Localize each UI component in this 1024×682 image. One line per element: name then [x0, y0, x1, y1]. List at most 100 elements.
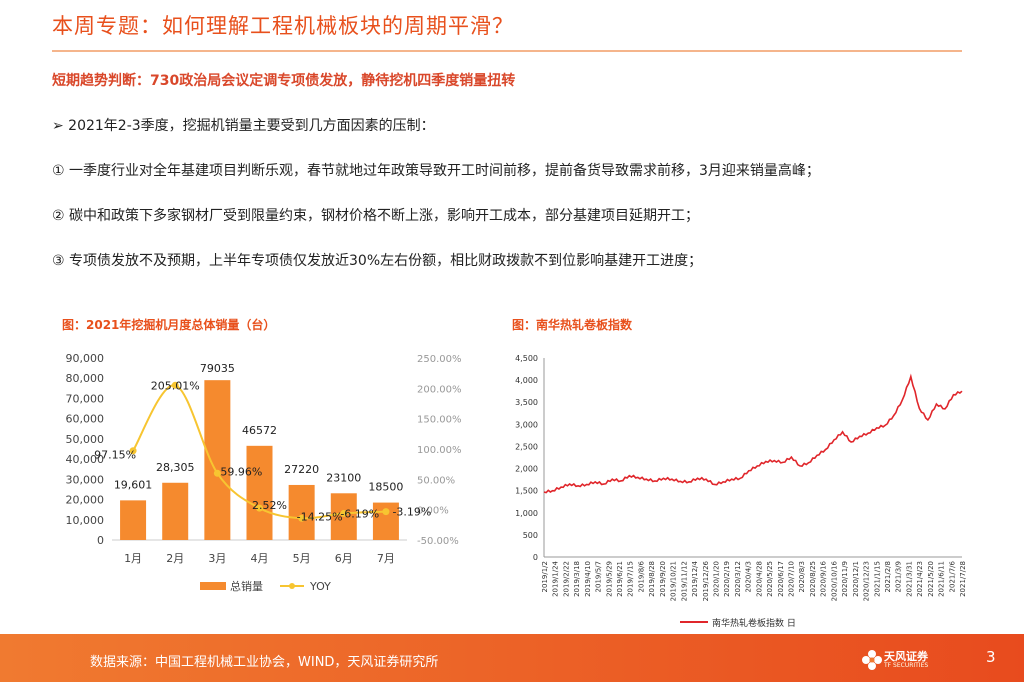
bar-2	[162, 482, 189, 540]
y-tick-label: 80,000	[66, 372, 105, 385]
x-tick-label: 2019/1/24	[552, 560, 560, 596]
y-tick-label: 70,000	[66, 392, 105, 405]
yoy-data-label: 97.15%	[94, 449, 136, 462]
y-tick-label: 0	[97, 534, 104, 547]
y-tick-label: 30,000	[66, 473, 105, 486]
data-source: 数据来源：中国工程机械工业协会，WIND，天风证券研究所	[90, 655, 439, 670]
y-tick-label: 2,500	[515, 442, 538, 451]
logo-text: 天风证券	[884, 650, 928, 663]
x-tick-label: 2019/9/20	[659, 561, 667, 597]
x-tick-label: 2021/7/6	[948, 560, 956, 592]
x-tick-label: 2019/4/10	[584, 561, 592, 597]
bar-data-label: 79035	[200, 362, 235, 375]
y-tick-label: 50,000	[66, 433, 105, 446]
footer-bar: 数据来源：中国工程机械工业协会，WIND，天风证券研究所 天风证券 TF SEC…	[0, 634, 1024, 682]
x-tick-label: 2021/3/9	[895, 561, 903, 592]
point-1: ① 一季度行业对全年基建项目判断乐观，春节就地过年政策导致开工时间前移，提前备货…	[52, 163, 820, 179]
x-tick-label: 2019/7/15	[627, 561, 635, 597]
title-divider	[52, 50, 962, 52]
bar-5	[288, 484, 315, 540]
x-tick-label: 2019/5/29	[605, 561, 613, 597]
x-tick-label: 2021/6/11	[938, 561, 946, 597]
yoy-point-2	[171, 381, 179, 389]
yoy-data-label: 59.96%	[220, 465, 262, 478]
yoy-point-7	[382, 508, 390, 516]
x-tick-label: 2021/4/23	[916, 561, 924, 597]
y-tick-label: 4,000	[515, 376, 538, 385]
x-tick-label: 2020/3/12	[734, 561, 742, 597]
yoy-point-1	[129, 447, 137, 455]
yoy-data-label: 205.01%	[151, 379, 200, 392]
x-tick-label: 2020/8/3	[798, 561, 806, 592]
yoy-point-4	[256, 504, 263, 512]
legend-line-label: 南华热轧卷板指数 日	[712, 617, 796, 629]
x-tick-label: 4月	[251, 552, 269, 565]
x-tick-label: 2019/8/6	[637, 560, 645, 592]
x-tick-label: 2020/1/20	[712, 561, 720, 597]
yoy-data-label: -14.25%	[297, 510, 343, 523]
y-tick-label: 3,000	[515, 420, 538, 429]
point-2: ② 碳中和政策下多家钢材厂受到限量约束，钢材价格不断上涨，影响开工成本，部分基建…	[52, 208, 699, 224]
company-logo: 天风证券 TF SECURITIES	[862, 646, 952, 674]
bar-data-label: 27220	[284, 463, 319, 476]
x-tick-label: 2月	[166, 552, 184, 565]
y-tick-label: 1,500	[515, 487, 538, 496]
x-tick-label: 2020/4/28	[755, 561, 763, 597]
y-tick-label: 4,500	[515, 354, 538, 363]
bar-4	[246, 445, 273, 540]
x-tick-label: 2021/1/15	[873, 561, 881, 597]
x-tick-label: 2019/10/21	[670, 561, 678, 601]
legend-bar-swatch	[200, 582, 226, 590]
page-title: 本周专题：如何理解工程机械板块的周期平滑？	[52, 14, 514, 38]
x-tick-label: 2020/12/23	[863, 561, 871, 601]
point-3: ③ 专项债发放不及预期，上半年专项债仅发放近30%左右份额，相比财政拨款不到位影…	[52, 253, 703, 269]
y-tick-label: 10,000	[66, 514, 105, 527]
index-line	[543, 373, 963, 494]
chart1-title: 图：2021年挖掘机月度总体销量（台）	[62, 318, 276, 332]
bar-data-label: 18500	[368, 481, 403, 494]
bar-data-label: 28,305	[156, 461, 195, 474]
bar-data-label: 23100	[326, 471, 361, 484]
yoy-data-label: -3.19%	[392, 506, 431, 519]
x-tick-label: 2019/5/7	[595, 561, 603, 592]
y-tick-label: 0	[533, 553, 538, 562]
x-tick-label: 2020/7/10	[788, 561, 796, 597]
x-tick-label: 2021/3/31	[905, 561, 913, 597]
x-tick-label: 2019/12/26	[702, 560, 710, 601]
bar-3	[204, 380, 231, 540]
logo-subtext: TF SECURITIES	[884, 662, 929, 669]
bar-data-label: 46572	[242, 424, 277, 437]
chart2-title: 图：南华热轧卷板指数	[512, 318, 633, 332]
y-tick-label: 90,000	[66, 352, 105, 365]
yoy-data-label: 2.52%	[252, 499, 287, 512]
y2-tick-label: 250.00%	[417, 354, 462, 365]
x-tick-label: 2020/12/1	[852, 561, 860, 597]
x-tick-label: 2020/4/3	[745, 561, 753, 592]
x-tick-label: 2019/2/22	[562, 561, 570, 597]
x-tick-label: 2020/6/17	[777, 561, 785, 597]
x-tick-label: 2020/10/16	[830, 560, 838, 601]
logo-flower-icon	[862, 650, 882, 670]
yoy-point-3	[213, 469, 221, 477]
x-tick-label: 2021/2/8	[884, 561, 892, 592]
x-tick-label: 2019/12/4	[691, 560, 699, 596]
x-tick-label: 1月	[124, 552, 142, 565]
y-tick-label: 1,000	[515, 509, 538, 518]
y-tick-label: 40,000	[66, 453, 105, 466]
y-tick-label: 500	[523, 531, 538, 540]
yoy-point-6	[340, 509, 348, 517]
y2-tick-label: 150.00%	[417, 415, 462, 426]
x-tick-label: 3月	[208, 552, 226, 565]
yoy-point-5	[298, 514, 306, 522]
x-tick-label: 7月	[377, 552, 395, 565]
x-tick-label: 2020/5/25	[766, 561, 774, 597]
x-tick-label: 2019/11/12	[680, 561, 688, 601]
x-tick-label: 2020/2/19	[723, 561, 731, 597]
y2-tick-label: 0.00%	[417, 506, 449, 517]
x-tick-label: 2020/11/9	[841, 561, 849, 597]
x-tick-label: 5月	[293, 552, 311, 565]
legend-bar-label: 总销量	[230, 579, 263, 593]
x-tick-label: 2021/7/28	[959, 561, 967, 597]
page-number: 3	[986, 648, 996, 666]
x-tick-label: 2019/8/28	[648, 561, 656, 597]
